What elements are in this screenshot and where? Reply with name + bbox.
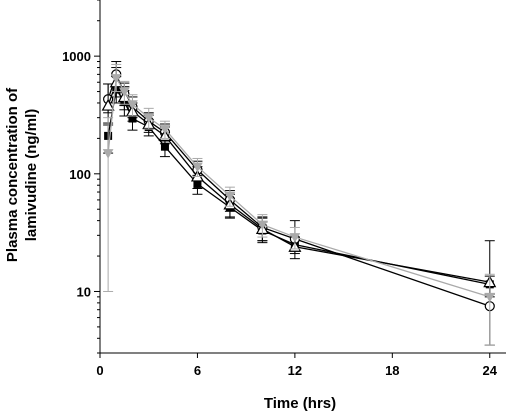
data-point-inverted-triangle xyxy=(110,74,122,84)
x-axis-title: Time (hrs) xyxy=(264,395,336,412)
data-point-inverted-triangle xyxy=(224,191,236,202)
x-tick-label: 6 xyxy=(194,363,201,378)
data-point-inverted-triangle xyxy=(159,125,171,135)
ticks: 0 6 12 18 24 10 100 1000 xyxy=(62,0,498,378)
series-layer xyxy=(101,61,497,346)
data-point-inverted-triangle xyxy=(257,220,268,231)
series-grey-inverted-triangle xyxy=(102,63,496,346)
series-line xyxy=(107,76,490,298)
data-point-inverted-triangle xyxy=(484,292,496,303)
series-filled-square xyxy=(103,76,495,295)
series-open-triangle xyxy=(101,67,497,298)
axes xyxy=(99,0,506,354)
x-tick-label: 24 xyxy=(483,363,498,378)
y-tick-label: 100 xyxy=(69,167,91,182)
series-line xyxy=(107,87,490,285)
data-point-inverted-triangle xyxy=(143,113,155,124)
data-point-inverted-triangle xyxy=(102,149,114,159)
data-point-triangle xyxy=(101,98,115,111)
y-tick-label: 10 xyxy=(77,284,91,299)
x-tick-label: 0 xyxy=(96,363,103,378)
series-open-circle xyxy=(103,61,495,346)
x-tick-label: 18 xyxy=(385,363,399,378)
y-axis-title-line-2: lamivudine (ng/ml) xyxy=(23,109,40,242)
data-point-square xyxy=(160,142,169,151)
y-tick-label: 1000 xyxy=(62,49,91,64)
data-point-inverted-triangle xyxy=(119,87,130,98)
series-line xyxy=(107,80,490,283)
y-axis-title: Plasma concentration of lamivudine (ng/m… xyxy=(4,87,40,262)
y-axis-title-line-1: Plasma concentration of xyxy=(4,87,21,262)
x-tick-label: 12 xyxy=(288,363,302,378)
data-point-inverted-triangle xyxy=(192,162,203,173)
data-point-inverted-triangle xyxy=(127,100,138,110)
data-point-inverted-triangle xyxy=(289,233,301,243)
